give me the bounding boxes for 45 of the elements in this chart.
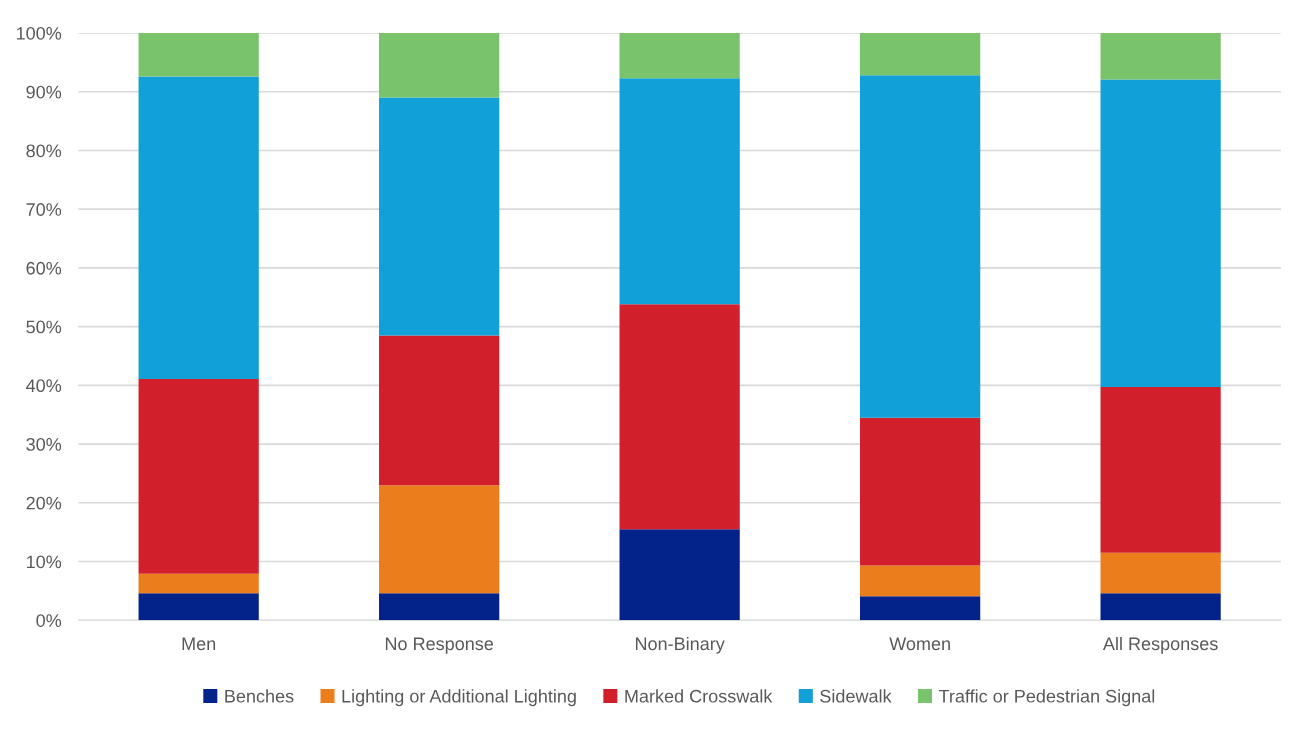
bar: [619, 304, 740, 530]
bar: [379, 593, 500, 621]
bar: [860, 596, 981, 621]
y-tick-label: 90%: [26, 85, 62, 99]
bar: [138, 33, 259, 77]
bar: [860, 33, 981, 76]
y-tick-label: 40%: [26, 379, 62, 393]
y-tick-label: 70%: [26, 203, 62, 216]
y-tick-label: 0%: [36, 614, 62, 627]
bar: [138, 378, 259, 574]
bar: [1100, 593, 1221, 621]
bar: [379, 33, 500, 98]
bar: [379, 335, 500, 486]
y-tick-label: 80%: [26, 144, 62, 158]
x-tick-label: All Responses: [1102, 636, 1218, 654]
bar: [1100, 33, 1221, 80]
y-tick-label: 100%: [16, 26, 62, 40]
x-tick-label: No Response: [385, 637, 494, 654]
y-tick-label: 60%: [26, 261, 62, 275]
bar: [860, 565, 981, 597]
x-tick-label: Men: [182, 637, 216, 651]
x-tick-label: Non-Binary: [635, 636, 725, 654]
bar: [379, 97, 500, 336]
y-tick-label: 30%: [26, 438, 62, 451]
x-tick-label: Women: [889, 637, 950, 651]
bar: [860, 75, 981, 418]
bar: [619, 78, 740, 305]
y-tick-label: 20%: [26, 496, 62, 510]
legend-label: Traffic or Pedestrian Signal: [938, 689, 1155, 707]
legend-label: Benches: [225, 689, 294, 703]
legend-label: Marked Crosswalk: [625, 689, 773, 703]
legend-label: Sidewalk: [820, 689, 892, 703]
bar: [379, 485, 500, 594]
bar: [138, 593, 259, 621]
legend-label: Lighting or Additional Lighting: [342, 689, 576, 707]
bar: [138, 573, 259, 594]
y-tick-label: 50%: [26, 320, 62, 334]
bar: [138, 76, 259, 379]
bar: [619, 33, 740, 79]
bar: [1100, 79, 1221, 388]
bar: [619, 529, 740, 621]
bar: [860, 417, 981, 566]
bar: [1100, 387, 1221, 553]
y-tick-label: 10%: [26, 555, 62, 569]
bar: [1100, 552, 1221, 594]
